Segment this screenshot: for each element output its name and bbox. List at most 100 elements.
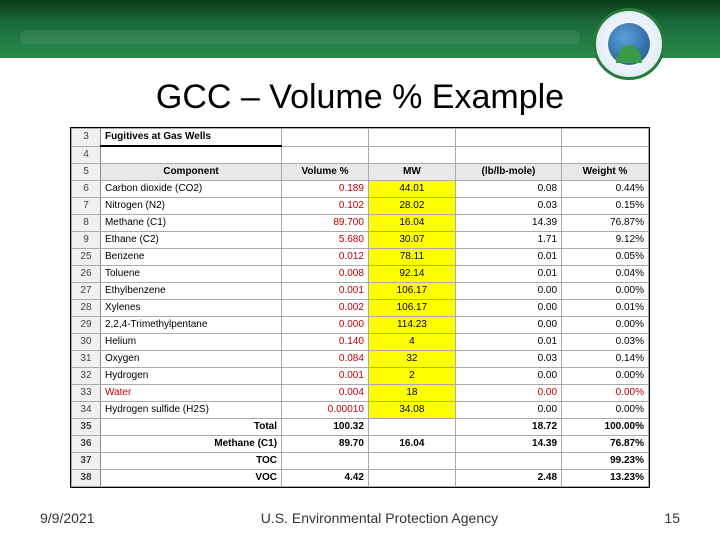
col-volume: Volume % [282,163,369,180]
column-header-row: 5ComponentVolume %MW(lb/lb-mole)Weight % [72,163,649,180]
cell-mw: 106.17 [368,299,455,316]
col-mw: MW [368,163,455,180]
cell-component: Ethane (C2) [100,231,281,248]
cell-volume: 0.00010 [282,401,369,418]
summary-row: 36Methane (C1)89.7016.0414.3976.87% [72,435,649,452]
page-title: GCC – Volume % Example [0,78,720,117]
cell-lbmol: 0.08 [455,180,561,197]
cell-volume: 0.000 [282,316,369,333]
col-weight: Weight % [562,163,649,180]
cell-lbmol: 0.01 [455,333,561,350]
cell-component: 2,2,4-Trimethylpentane [100,316,281,333]
table-row: 8Methane (C1)89.70016.0414.3976.87% [72,214,649,231]
cell-mw: 114.23 [368,316,455,333]
cell-lbmol: 0.00 [455,299,561,316]
cell-component: Hydrogen sulfide (H2S) [100,401,281,418]
cell-mw: 78.11 [368,248,455,265]
cell-volume: 0.001 [282,367,369,384]
summary-row: 38VOC4.422.4813.23% [72,469,649,486]
cell-volume: 5.680 [282,231,369,248]
cell-weight: 0.05% [562,248,649,265]
cell-component: Xylenes [100,299,281,316]
cell-volume: 0.012 [282,248,369,265]
cell-lbmol: 1.71 [455,231,561,248]
cell-weight: 0.01% [562,299,649,316]
cell-lbmol: 0.03 [455,350,561,367]
cell-weight: 0.15% [562,197,649,214]
table-row: 33Water0.004180.000.00% [72,384,649,401]
table-row: 31Oxygen0.084320.030.14% [72,350,649,367]
summary-label: VOC [100,469,281,486]
cell-volume: 0.004 [282,384,369,401]
cell-weight: 0.04% [562,265,649,282]
cell-lbmol: 14.39 [455,214,561,231]
summary-row: 37TOC99.23% [72,452,649,469]
cell-weight: 0.03% [562,333,649,350]
cell-mw: 2 [368,367,455,384]
table-row: 30Helium0.14040.010.03% [72,333,649,350]
section-header-label: Fugitives at Gas Wells [100,129,281,147]
cell-volume: 0.001 [282,282,369,299]
empty-row: 4 [72,146,649,163]
summary-row: 35Total100.3218.72100.00% [72,418,649,435]
cell-weight: 0.00% [562,401,649,418]
cell-mw: 34.08 [368,401,455,418]
cell-weight: 9.12% [562,231,649,248]
summary-label: Total [100,418,281,435]
table-row: 7Nitrogen (N2)0.10228.020.030.15% [72,197,649,214]
cell-lbmol: 0.00 [455,316,561,333]
footer-page: 15 [664,510,680,526]
cell-component: Methane (C1) [100,214,281,231]
cell-volume: 0.189 [282,180,369,197]
cell-volume: 0.002 [282,299,369,316]
cell-component: Helium [100,333,281,350]
table-row: 292,2,4-Trimethylpentane0.000114.230.000… [72,316,649,333]
cell-weight: 0.44% [562,180,649,197]
cell-component: Water [100,384,281,401]
cell-volume: 0.140 [282,333,369,350]
cell-weight: 0.00% [562,384,649,401]
table-row: 6Carbon dioxide (CO2)0.18944.010.080.44% [72,180,649,197]
cell-mw: 30.07 [368,231,455,248]
cell-weight: 0.00% [562,367,649,384]
table-row: 32Hydrogen0.00120.000.00% [72,367,649,384]
cell-lbmol: 0.00 [455,401,561,418]
cell-component: Carbon dioxide (CO2) [100,180,281,197]
cell-mw: 106.17 [368,282,455,299]
cell-mw: 18 [368,384,455,401]
cell-mw: 44.01 [368,180,455,197]
cell-weight: 0.00% [562,316,649,333]
cell-weight: 76.87% [562,214,649,231]
cell-lbmol: 0.00 [455,384,561,401]
cell-weight: 0.00% [562,282,649,299]
cell-component: Hydrogen [100,367,281,384]
table-row: 26Toluene0.00892.140.010.04% [72,265,649,282]
cell-mw: 4 [368,333,455,350]
cell-mw: 92.14 [368,265,455,282]
table-row: 25Benzene0.01278.110.010.05% [72,248,649,265]
cell-weight: 0.14% [562,350,649,367]
cell-component: Oxygen [100,350,281,367]
cell-component: Ethylbenzene [100,282,281,299]
gcc-table: 3Fugitives at Gas Wells45ComponentVolume… [71,128,649,487]
cell-component: Benzene [100,248,281,265]
cell-volume: 0.102 [282,197,369,214]
footer-date: 9/9/2021 [40,510,95,526]
cell-mw: 16.04 [368,214,455,231]
cell-lbmol: 0.00 [455,367,561,384]
summary-label: TOC [100,452,281,469]
summary-label: Methane (C1) [100,435,281,452]
cell-mw: 28.02 [368,197,455,214]
table-row: 9Ethane (C2)5.68030.071.719.12% [72,231,649,248]
epa-seal-icon [593,8,665,80]
cell-lbmol: 0.03 [455,197,561,214]
cell-volume: 0.008 [282,265,369,282]
section-header-row: 3Fugitives at Gas Wells [72,129,649,147]
cell-volume: 89.700 [282,214,369,231]
gcc-table-container: 3Fugitives at Gas Wells45ComponentVolume… [70,127,650,488]
cell-component: Nitrogen (N2) [100,197,281,214]
table-row: 34Hydrogen sulfide (H2S)0.0001034.080.00… [72,401,649,418]
cell-volume: 0.084 [282,350,369,367]
cell-mw: 32 [368,350,455,367]
cell-lbmol: 0.00 [455,282,561,299]
